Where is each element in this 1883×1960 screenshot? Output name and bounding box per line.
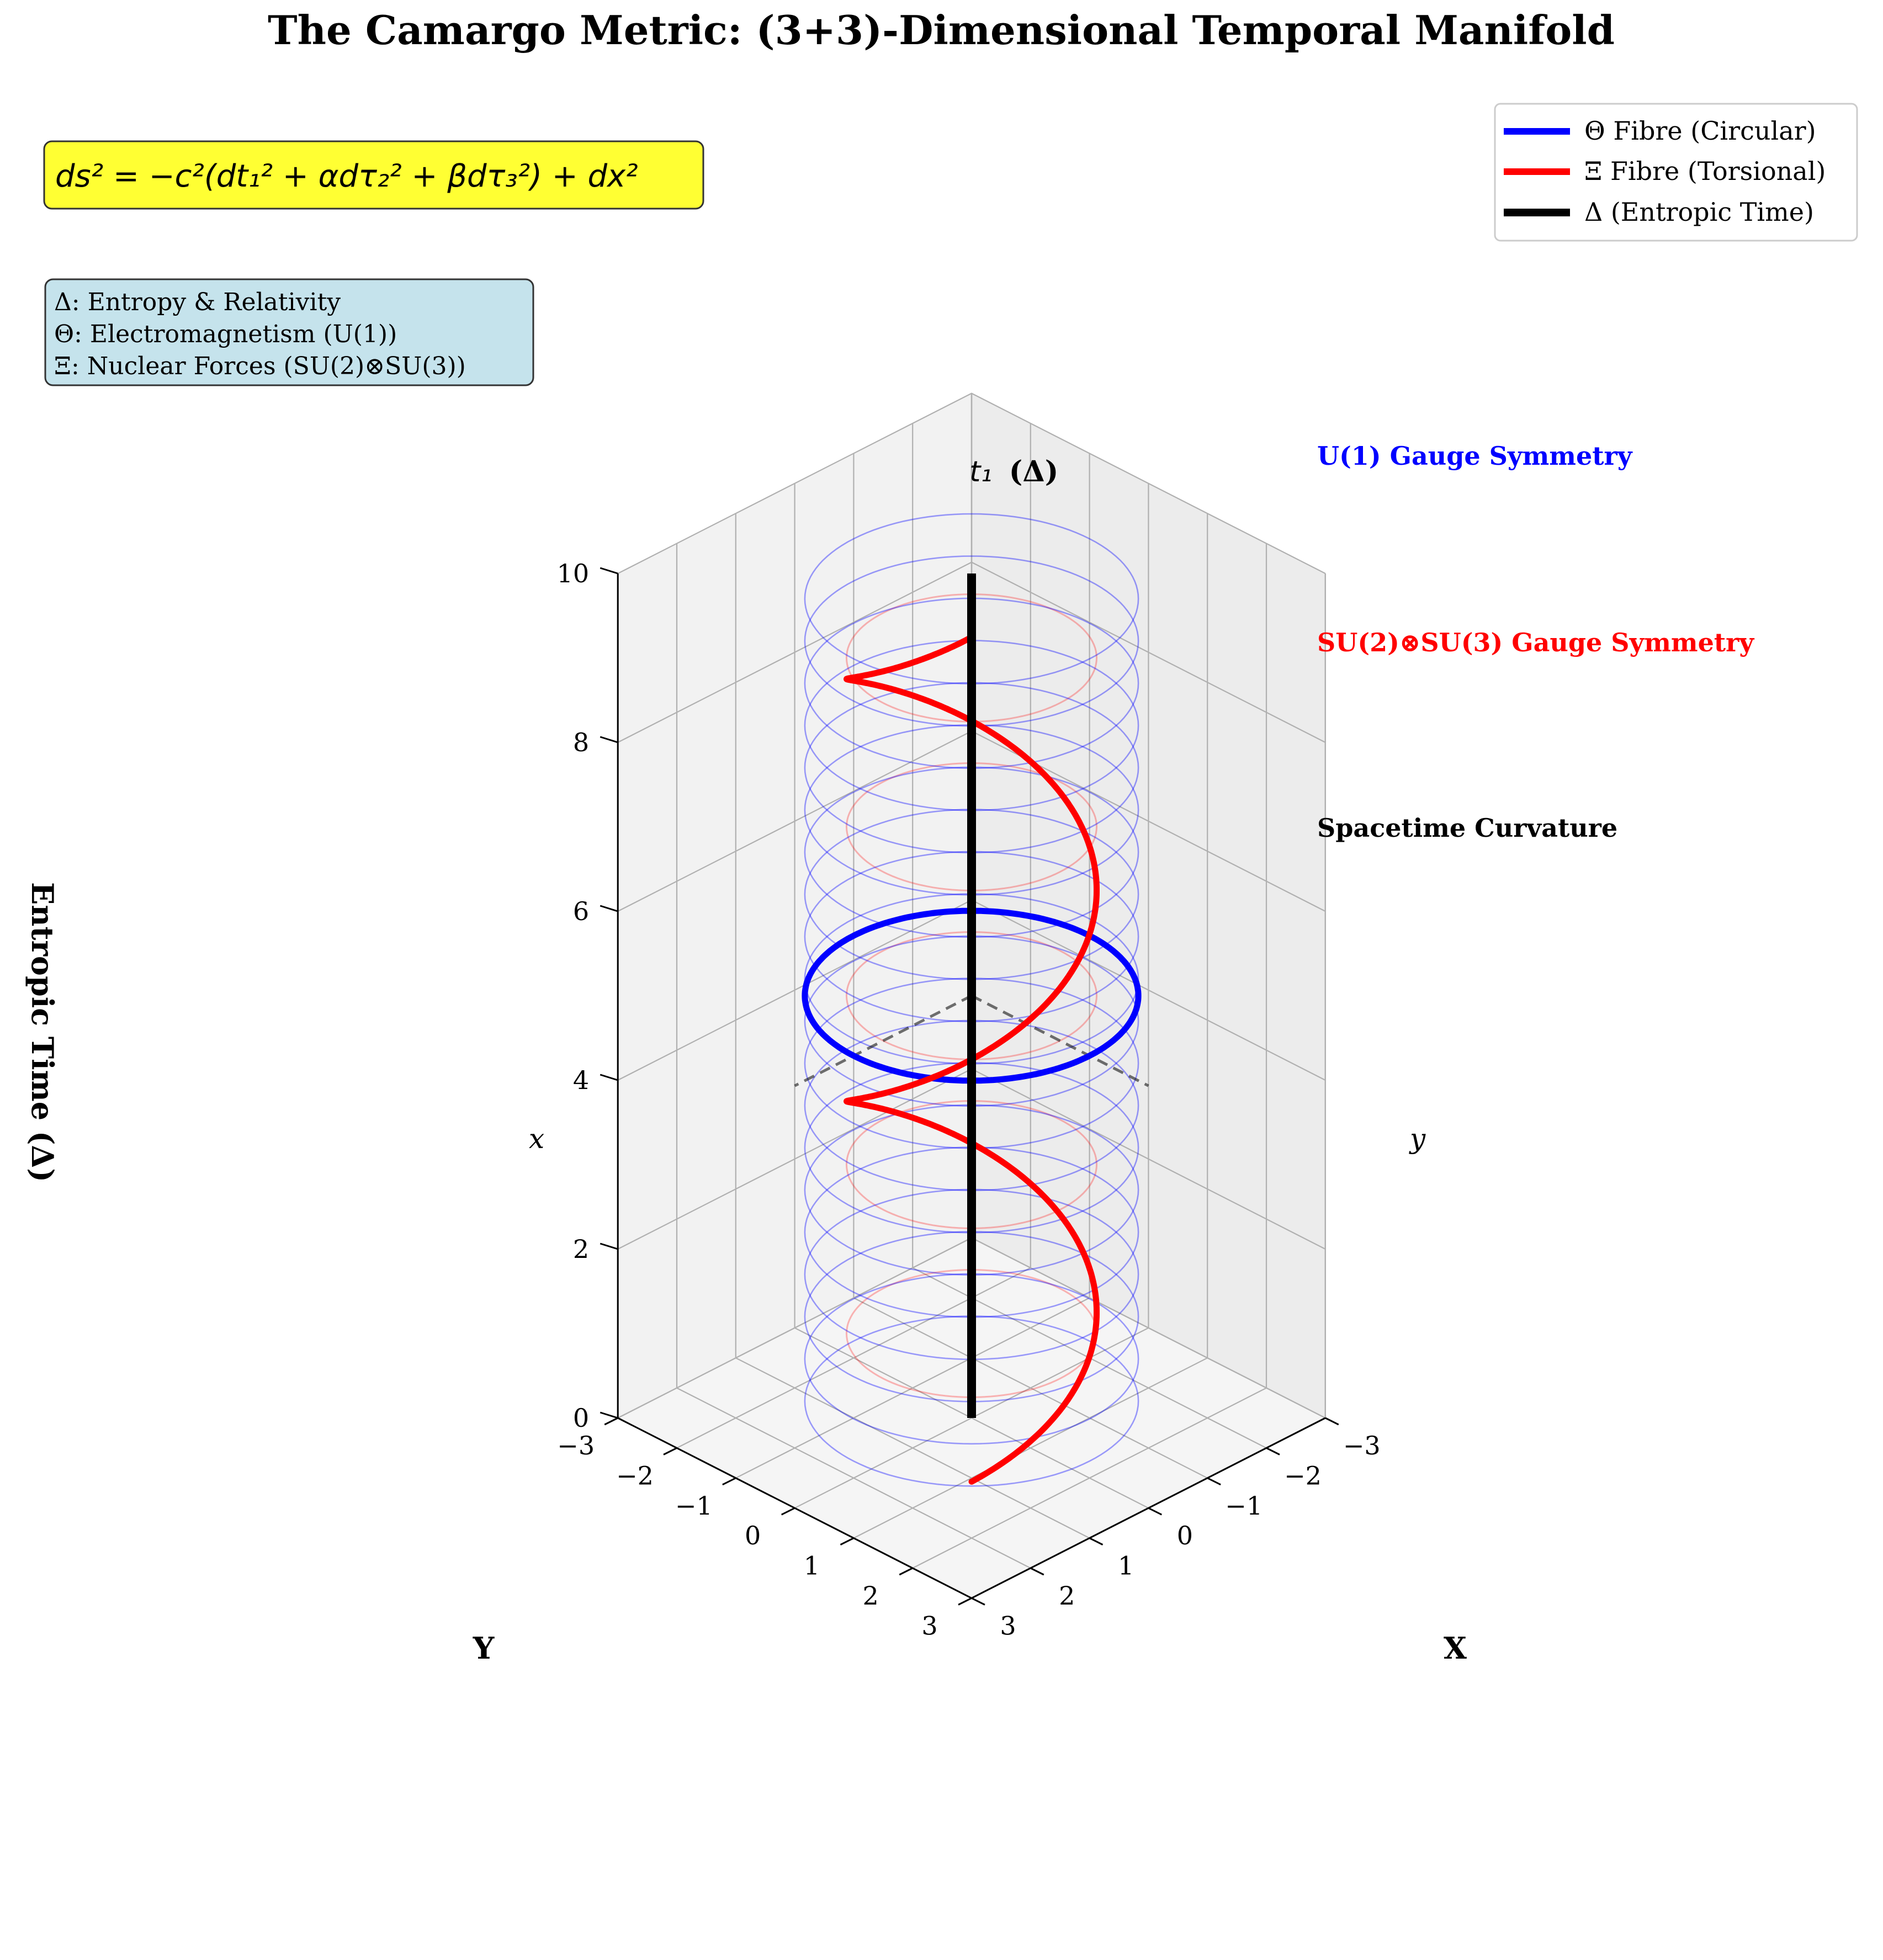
theta-background-ring xyxy=(804,1273,1139,1445)
info-line-entropy: Δ: Entropy & Relativity xyxy=(54,288,341,316)
x-tick-mark xyxy=(1325,1417,1339,1426)
theta-background-ring xyxy=(804,851,1139,1023)
y-tick-label: 2 xyxy=(863,1581,879,1611)
theta-background-ring xyxy=(804,555,1139,727)
xi-background-ring xyxy=(845,593,1098,723)
x-tick-label: 3 xyxy=(1000,1611,1016,1640)
y-tick-label: −2 xyxy=(616,1460,654,1490)
legend: Θ Fibre (Circular) Ξ Fibre (Torsional) Δ… xyxy=(1494,103,1858,242)
gridline-y-floor xyxy=(735,1297,1090,1479)
y-tick-mark xyxy=(604,1417,618,1426)
theta-background-ring xyxy=(804,1019,1139,1192)
y-tick-label: 1 xyxy=(804,1551,820,1581)
theta-background-ring xyxy=(804,724,1139,896)
x-tick-mark xyxy=(1266,1447,1280,1456)
annotation-u1: U(1) Gauge Symmetry xyxy=(1317,441,1633,471)
y-tick-label: −3 xyxy=(557,1431,595,1460)
background-rings xyxy=(804,513,1139,1487)
xi-background-ring xyxy=(845,931,1098,1060)
xi-background-ring xyxy=(845,1269,1098,1398)
z-tick-mark xyxy=(600,736,618,743)
theta-background-ring xyxy=(804,682,1139,854)
y-tick-mark xyxy=(781,1507,795,1516)
info-box: Δ: Entropy & Relativity Θ: Electromagnet… xyxy=(44,278,534,386)
y-tick-label: 0 xyxy=(745,1521,761,1550)
dashed-reference-axes xyxy=(794,994,1149,1087)
theta-background-ring xyxy=(804,893,1139,1065)
formula-box: ds² = −c²(dt₁² + αdτ₂² + βdτ₃²) + dx² xyxy=(43,140,704,210)
x-tick-mark xyxy=(1089,1537,1104,1545)
theta-background-ring xyxy=(804,1062,1139,1234)
theta-background-ring xyxy=(804,935,1139,1107)
y-tick-label: −1 xyxy=(675,1491,713,1521)
info-line-nuclear: Ξ: Nuclear Forces (SU(2)⊗SU(3)) xyxy=(54,352,466,380)
theta-background-ring xyxy=(804,809,1139,980)
y-tick-mark xyxy=(958,1597,972,1606)
x-tick-label: 1 xyxy=(1118,1551,1134,1581)
series-layer xyxy=(802,573,1142,1485)
theta-background-ring xyxy=(804,640,1139,811)
x-tick-label: −3 xyxy=(1343,1431,1381,1460)
z-tick-mark xyxy=(600,1411,618,1419)
legend-label-xi: Ξ Fibre (Torsional) xyxy=(1584,156,1826,186)
z-tick-label: 0 xyxy=(573,1403,589,1433)
x-tick-label: 2 xyxy=(1059,1581,1075,1611)
z-tick-label: 10 xyxy=(557,559,590,588)
annotation-su: SU(2)⊗SU(3) Gauge Symmetry xyxy=(1317,628,1754,657)
t1-main: t₁ xyxy=(969,455,992,488)
z-tick-mark xyxy=(600,905,618,912)
x-tick-mark xyxy=(971,1597,985,1606)
x-tick-mark xyxy=(1207,1477,1221,1486)
formula-text: ds² = −c²(dt₁² + αdτ₂² + βdτ₃²) + dx² xyxy=(55,158,638,194)
z-tick-label: 4 xyxy=(573,1065,589,1095)
y-tick-mark xyxy=(840,1537,855,1545)
x-tick-mark xyxy=(1148,1507,1163,1516)
theta-background-ring xyxy=(804,513,1139,685)
annotation-curvature: Spacetime Curvature xyxy=(1317,813,1617,843)
gridline-y-floor xyxy=(912,1387,1267,1569)
theta-background-ring xyxy=(804,978,1139,1149)
z-tick-label: 8 xyxy=(573,727,589,757)
x-tick-label: −2 xyxy=(1284,1460,1322,1490)
z-tick-mark xyxy=(600,567,618,575)
theta-background-ring xyxy=(804,1104,1139,1276)
x-tick-label: −1 xyxy=(1225,1491,1263,1521)
theta-background-ring xyxy=(804,1315,1139,1487)
x-tick-mark xyxy=(1030,1567,1044,1576)
info-line-electromagnetism: Θ: Electromagnetism (U(1)) xyxy=(54,320,397,348)
dashed-axis-x-label: x xyxy=(529,1123,544,1155)
y-tick-mark xyxy=(722,1477,736,1486)
axes-ticks: −3 −2 −1 0 1 2 3 −3 −2 −1 0 1 2 3 0 2 4 6 8 10 xyxy=(557,559,1381,1640)
z-tick-mark xyxy=(600,1074,618,1081)
theta-background-ring xyxy=(804,1188,1139,1361)
legend-label-theta: Θ Fibre (Circular) xyxy=(1584,116,1816,146)
dashed-axis-y xyxy=(970,994,1149,1087)
y-tick-mark xyxy=(899,1567,913,1576)
y-axis-label: Y xyxy=(473,1630,495,1666)
y-tick-label: 3 xyxy=(921,1611,937,1640)
dashed-axis-x xyxy=(794,994,973,1087)
t1-suffix: (Δ) xyxy=(1009,455,1059,488)
chart-title: The Camargo Metric: (3+3)-Dimensional Te… xyxy=(268,7,1615,54)
legend-label-delta: Δ (Entropic Time) xyxy=(1584,197,1814,227)
y-tick-mark xyxy=(663,1447,677,1456)
dashed-axis-y-label: y xyxy=(1409,1123,1426,1155)
theta-background-ring xyxy=(804,1146,1139,1318)
gridline-y-floor xyxy=(853,1357,1208,1539)
xi-background-ring xyxy=(845,1100,1098,1229)
z-tick-label: 2 xyxy=(573,1234,589,1264)
theta-background-ring xyxy=(804,766,1139,938)
theta-background-ring xyxy=(804,597,1139,769)
t1-axis-label: t₁ (Δ) xyxy=(969,455,1058,488)
theta-background-ring xyxy=(804,1231,1139,1403)
z-tick-mark xyxy=(600,1242,618,1250)
z-axis-label: Entropic Time (Δ) xyxy=(25,882,60,1182)
xi-background-ring xyxy=(845,762,1098,891)
x-tick-label: 0 xyxy=(1177,1521,1193,1550)
z-tick-label: 6 xyxy=(573,896,589,926)
x-axis-label: X xyxy=(1444,1630,1467,1666)
